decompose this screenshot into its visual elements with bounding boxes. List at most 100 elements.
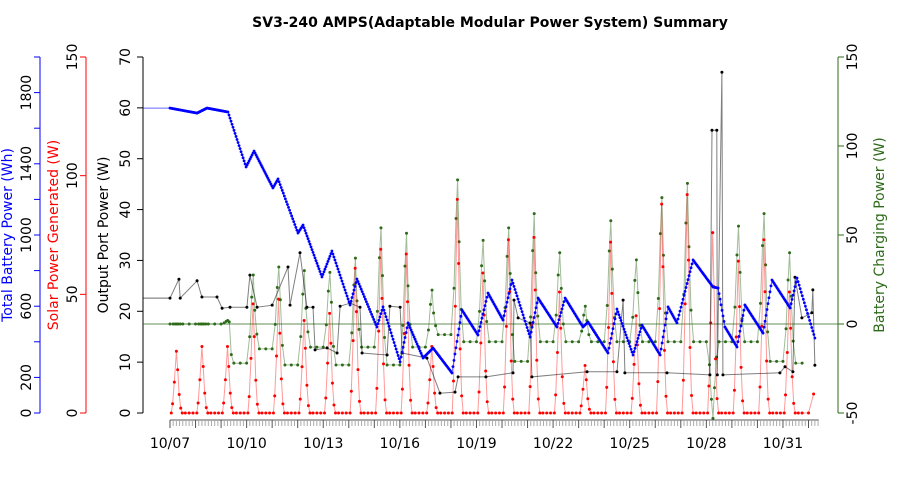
solar-power-point bbox=[362, 411, 366, 415]
battery-power-point bbox=[281, 191, 285, 195]
charging-power-point bbox=[250, 295, 254, 299]
charging-power-point bbox=[661, 253, 665, 257]
battery-power-point bbox=[311, 250, 315, 254]
battery-power-point bbox=[361, 292, 365, 296]
charging-power-point bbox=[429, 302, 433, 306]
charging-power-point bbox=[462, 340, 466, 344]
battery-power-point bbox=[458, 321, 462, 324]
solar-power-point bbox=[460, 394, 464, 398]
solar-power-point bbox=[807, 411, 810, 415]
charging-power-point bbox=[794, 361, 798, 365]
solar-power-point bbox=[672, 411, 676, 415]
battery-power-point bbox=[381, 305, 385, 309]
battery-power-point bbox=[611, 327, 615, 330]
battery-power-point bbox=[638, 330, 642, 334]
solar-power-point bbox=[613, 397, 617, 401]
solar-tick-label: 150 bbox=[65, 44, 81, 71]
charging-power-point bbox=[551, 340, 555, 344]
solar-power-point bbox=[277, 297, 281, 301]
charging-power-point bbox=[264, 347, 268, 351]
output-port-power-point bbox=[512, 298, 516, 302]
battery-power-point bbox=[317, 267, 321, 271]
battery-power-point bbox=[799, 290, 803, 294]
battery-power-point bbox=[394, 347, 398, 351]
solar-power-point bbox=[289, 411, 293, 415]
battery-power-point bbox=[804, 304, 807, 308]
charging-power-point bbox=[519, 359, 523, 363]
battery-power-point bbox=[407, 323, 411, 327]
battery-power-point bbox=[767, 296, 771, 300]
battery-power-point bbox=[508, 287, 512, 291]
solar-power-point bbox=[176, 368, 180, 372]
solar-power-point bbox=[332, 403, 336, 407]
solar-power-point bbox=[614, 411, 618, 415]
charging-power-point bbox=[532, 212, 536, 216]
battery-power-point bbox=[634, 343, 638, 347]
solar-power-point bbox=[775, 411, 779, 415]
solar-power-point bbox=[201, 364, 205, 368]
battery-power-point bbox=[371, 315, 375, 319]
solar-power-point bbox=[268, 411, 272, 415]
solar-power-point bbox=[562, 401, 566, 405]
charging-power-point bbox=[181, 322, 185, 326]
solar-tick-label: 100 bbox=[65, 162, 81, 189]
battery-power-point bbox=[811, 329, 815, 333]
solar-power-point bbox=[621, 411, 625, 415]
solar-power-point bbox=[257, 411, 261, 415]
charging-power-point bbox=[213, 322, 217, 326]
solar-power-point bbox=[204, 406, 208, 410]
battery-power-point bbox=[341, 282, 345, 286]
charging-power-point bbox=[538, 340, 542, 344]
charging-power-point bbox=[270, 347, 274, 351]
battery-power-point bbox=[229, 119, 233, 123]
battery-power-point bbox=[362, 295, 366, 299]
output-port-power-point bbox=[665, 371, 669, 375]
charging-power-point bbox=[505, 254, 509, 258]
charging-power-point bbox=[556, 273, 560, 277]
battery-power-point bbox=[737, 335, 741, 338]
battery-power-point bbox=[621, 324, 625, 328]
charging-power-point bbox=[372, 345, 376, 349]
battery-power-point bbox=[736, 340, 740, 344]
battery-power-point bbox=[790, 298, 794, 301]
battery-power-point bbox=[326, 260, 330, 263]
charging-power-point bbox=[219, 322, 223, 326]
solar-power-point bbox=[792, 401, 796, 405]
charging-power-point bbox=[457, 240, 461, 244]
battery-power-point bbox=[765, 308, 769, 311]
charging-power-point bbox=[340, 363, 344, 367]
charging-power-point bbox=[308, 345, 312, 349]
solar-power-point bbox=[683, 302, 687, 306]
output-port-power-point bbox=[270, 303, 274, 307]
battery-power-point bbox=[721, 314, 725, 318]
charging-power-point bbox=[510, 333, 514, 337]
battery-power-point bbox=[507, 291, 511, 295]
charging-power-point bbox=[328, 270, 332, 274]
battery-power-point bbox=[807, 315, 810, 319]
output-port-power-line bbox=[169, 72, 816, 394]
solar-power-point bbox=[282, 411, 286, 415]
battery-power-point bbox=[405, 326, 409, 330]
charging-power-point bbox=[326, 289, 330, 293]
charging-power-point bbox=[481, 238, 485, 242]
solar-power-point bbox=[260, 411, 264, 415]
charging-power-point bbox=[666, 340, 670, 344]
battery-power-point bbox=[805, 308, 808, 312]
solar-power-point bbox=[634, 314, 638, 318]
battery-power-point bbox=[287, 206, 290, 209]
output-port-power-point bbox=[811, 288, 815, 292]
solar-power-point bbox=[446, 411, 450, 415]
battery-power-point bbox=[313, 256, 317, 260]
battery-power-point bbox=[620, 321, 624, 325]
output-port-power-point bbox=[248, 273, 252, 277]
charging-power-point bbox=[788, 251, 792, 255]
charging-power-point bbox=[577, 340, 581, 344]
charging-power-point bbox=[403, 264, 407, 268]
solar-power-point bbox=[305, 383, 309, 387]
solar-power-point bbox=[566, 411, 570, 415]
battery-power-point bbox=[323, 267, 327, 271]
solar-power-point bbox=[757, 411, 761, 415]
battery-power-point bbox=[518, 303, 522, 307]
solar-power-point bbox=[195, 411, 199, 415]
charging-power-point bbox=[653, 340, 657, 344]
